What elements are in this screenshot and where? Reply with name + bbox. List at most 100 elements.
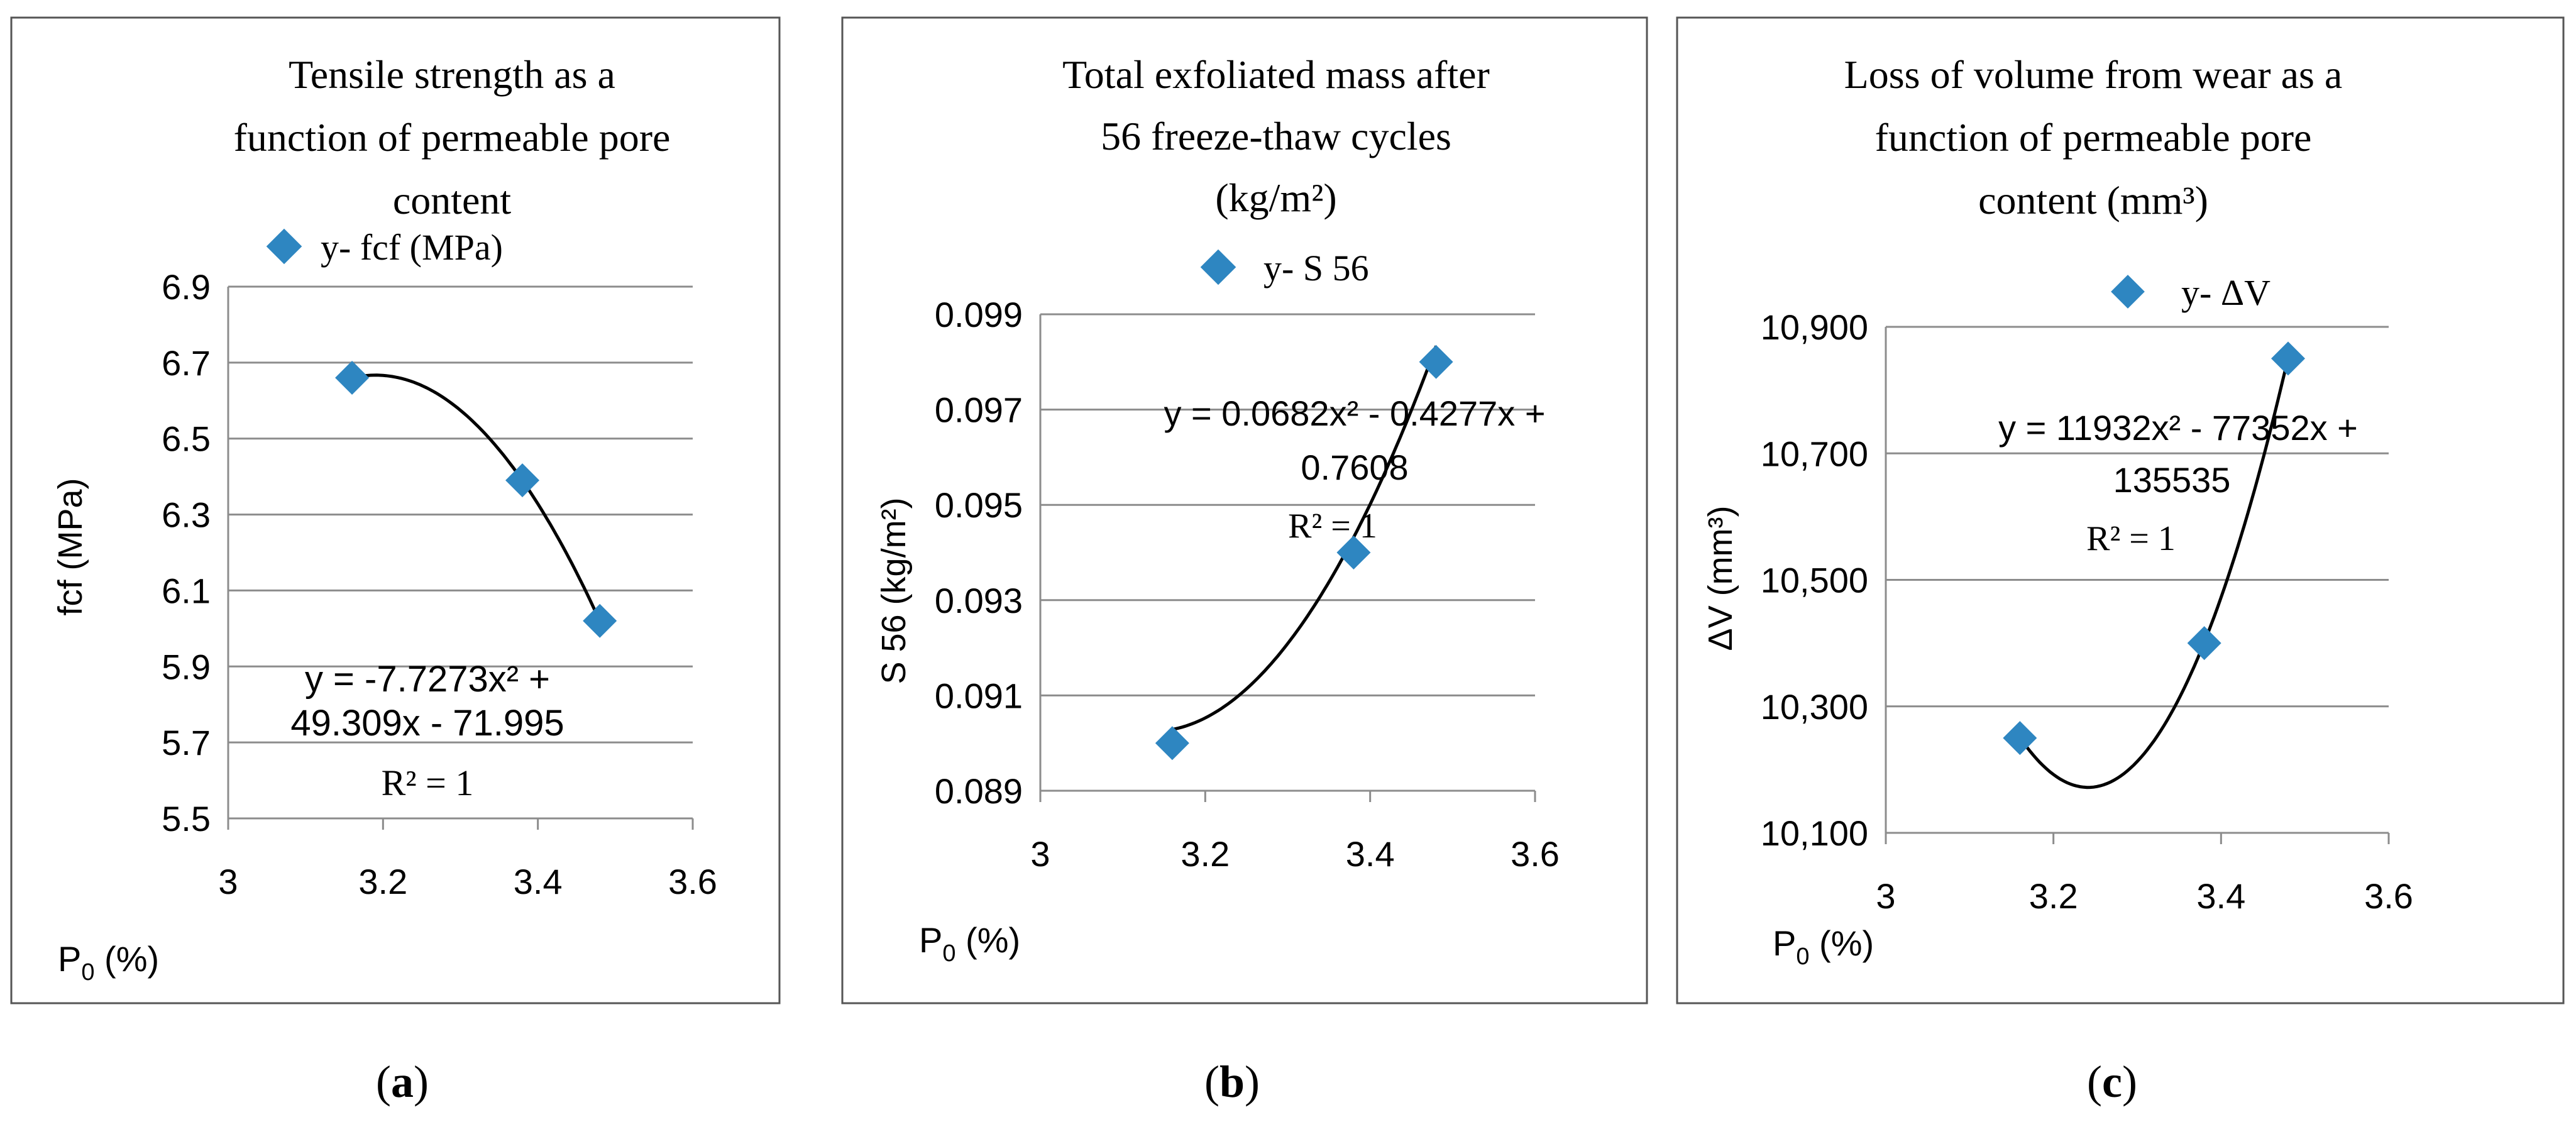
chart-title-line-1: Total exfoliated mass after — [1062, 52, 1490, 97]
axes — [227, 287, 694, 830]
legend-marker-icon — [266, 228, 302, 265]
grid — [1040, 313, 1535, 792]
y-tick-label: 0.093 — [935, 581, 1023, 620]
y-tick-label: 10,100 — [1761, 813, 1868, 853]
legend-label: y- fcf (MPa) — [321, 227, 503, 268]
data-points — [335, 361, 617, 638]
chart-title-line-3: content — [393, 178, 512, 223]
y-tick-labels: 5.5 5.7 5.9 6.1 6.3 6.5 6.7 6.9 — [162, 267, 211, 839]
axes — [1885, 327, 2390, 844]
x-tick-label: 3 — [218, 862, 238, 901]
panel-frame — [1676, 16, 2565, 1004]
x-axis-label: P0 (%) — [1773, 923, 1874, 970]
y-tick-label: 0.097 — [935, 390, 1023, 430]
chart-title-line-3: content (mm³) — [1978, 178, 2208, 223]
y-tick-label: 6.1 — [162, 571, 211, 610]
y-axis-label: S 56 (kg/m²) — [875, 497, 913, 684]
chart-title-line-2: function of permeable pore — [234, 115, 671, 160]
legend-label: y- ΔV — [2181, 272, 2271, 313]
chart-title-line-3: (kg/m²) — [1215, 175, 1336, 220]
x-axis-label: P0 (%) — [919, 920, 1020, 967]
y-tick-labels: 10,100 10,300 10,500 10,700 10,900 — [1761, 307, 1868, 853]
y-tick-label: 0.095 — [935, 485, 1023, 525]
y-axis-label: fcf (MPa) — [52, 478, 89, 615]
panel-frame — [841, 16, 1648, 1004]
x-tick-label: 3.6 — [1511, 834, 1560, 874]
chart-title-line-2: function of permeable pore — [1875, 115, 2312, 160]
x-tick-labels: 3 3.2 3.4 3.6 — [218, 862, 717, 901]
panel-label: (b) — [1204, 1057, 1260, 1107]
trendline-path — [1172, 345, 1438, 731]
y-tick-label: 0.099 — [935, 295, 1023, 334]
x-tick-label: 3.4 — [1346, 834, 1395, 874]
y-tick-label: 10,700 — [1761, 434, 1868, 473]
data-point — [505, 463, 540, 498]
data-point — [2271, 341, 2305, 376]
y-tick-label: 0.089 — [935, 771, 1023, 811]
data-points — [1155, 344, 1453, 761]
data-point — [2187, 626, 2221, 661]
chart-title-line-1: Loss of volume from wear as a — [1844, 52, 2343, 97]
trendline-equation-line-2: 135535 — [2113, 460, 2231, 500]
chart-title-line-1: Tensile strength as a — [289, 52, 615, 97]
trendline — [351, 373, 602, 622]
x-tick-label: 3.4 — [2196, 876, 2245, 916]
y-tick-label: 10,500 — [1761, 561, 1868, 600]
data-point — [335, 361, 370, 395]
trendline-equation-line-1: y = 0.0682x² - 0.4277x + — [1164, 393, 1545, 433]
x-tick-labels: 3 3.2 3.4 3.6 — [1030, 834, 1560, 874]
y-tick-label: 10,900 — [1761, 307, 1868, 347]
y-tick-label: 6.3 — [162, 495, 211, 535]
data-point — [2003, 721, 2037, 756]
y-tick-label: 5.7 — [162, 723, 211, 762]
chart-panel-a: Tensile strength as a function of permea… — [10, 16, 781, 1107]
r-squared-label: R² = 1 — [382, 762, 474, 803]
grid — [1886, 326, 2389, 834]
y-tick-label: 5.5 — [162, 799, 211, 839]
y-axis-label: ΔV (mm³) — [1702, 505, 1739, 651]
trendline-path — [2018, 357, 2290, 789]
axes — [1039, 314, 1536, 802]
y-tick-label: 6.5 — [162, 419, 211, 459]
legend-marker-icon — [1200, 249, 1236, 285]
x-tick-label: 3 — [1030, 834, 1050, 874]
x-tick-label: 3 — [1876, 876, 1895, 916]
x-axis-label: P0 (%) — [58, 939, 159, 986]
y-tick-label: 10,300 — [1761, 687, 1868, 727]
panel-label: (a) — [376, 1057, 429, 1107]
trendline-equation-line-1: y = 11932x² - 77352x + — [1998, 408, 2358, 448]
chart-panel-b: Total exfoliated mass after 56 freeze-th… — [841, 16, 1648, 1107]
grid — [228, 285, 693, 820]
trendline — [2018, 357, 2290, 789]
y-tick-label: 5.9 — [162, 647, 211, 686]
data-point — [1155, 726, 1189, 761]
data-point — [1336, 536, 1371, 569]
data-point — [1419, 344, 1453, 379]
chart-panel-c: Loss of volume from wear as a function o… — [1676, 16, 2565, 1107]
x-tick-label: 3.2 — [2029, 876, 2078, 916]
y-tick-label: 6.9 — [162, 267, 211, 307]
r-squared-label: R² = 1 — [1288, 507, 1377, 546]
legend-label: y- S 56 — [1263, 248, 1369, 289]
x-tick-label: 3.2 — [1181, 834, 1230, 874]
r-squared-label: R² = 1 — [2086, 519, 2176, 558]
x-tick-label: 3.2 — [358, 862, 407, 901]
trendline — [1172, 345, 1438, 731]
x-tick-labels: 3 3.2 3.4 3.6 — [1876, 876, 2413, 916]
x-tick-label: 3.4 — [514, 862, 563, 901]
trendline-path — [351, 373, 602, 622]
trendline-equation-line-2: 49.309x - 71.995 — [290, 703, 564, 744]
y-tick-labels: 0.089 0.091 0.093 0.095 0.097 0.099 — [935, 295, 1023, 811]
y-tick-label: 6.7 — [162, 343, 211, 383]
panel-frame — [10, 16, 781, 1004]
legend-marker-icon — [2111, 275, 2145, 309]
y-tick-label: 0.091 — [935, 676, 1023, 715]
x-tick-label: 3.6 — [2364, 876, 2413, 916]
chart-title-line-2: 56 freeze-thaw cycles — [1101, 114, 1451, 158]
trendline-equation-line-2: 0.7608 — [1301, 448, 1408, 487]
x-tick-label: 3.6 — [668, 862, 717, 901]
panel-label: (c) — [2087, 1057, 2137, 1107]
data-points — [2003, 341, 2305, 756]
trendline-equation-line-1: y = -7.7273x² + — [305, 659, 550, 700]
